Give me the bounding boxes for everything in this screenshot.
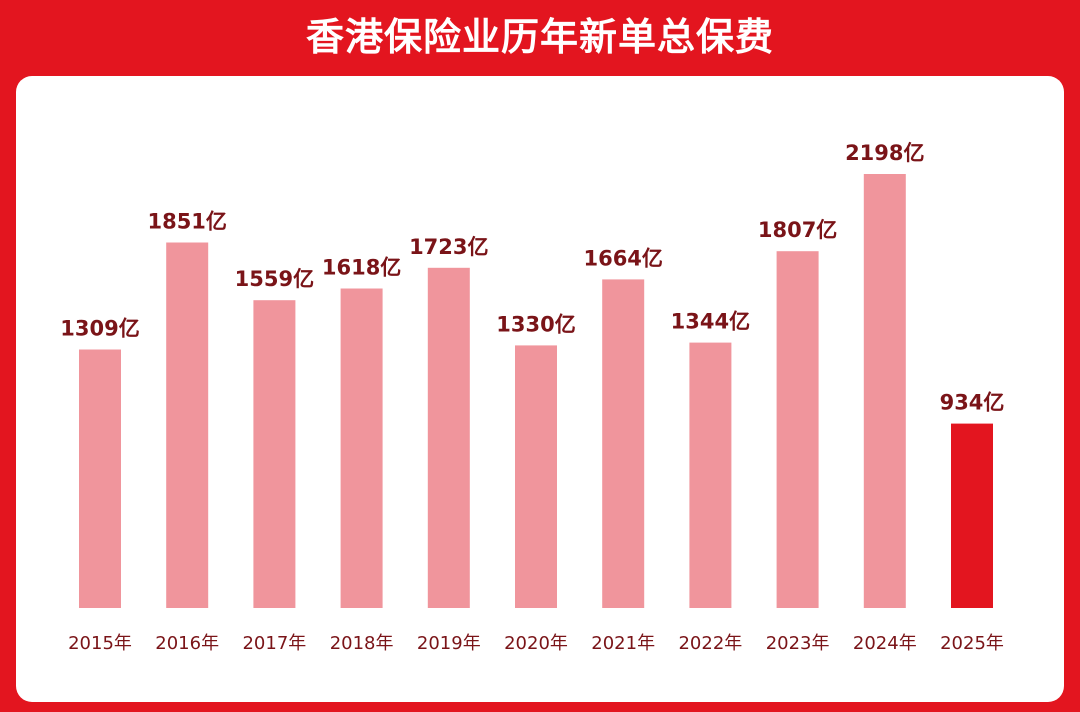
x-tick-label-2: 2017年 xyxy=(242,633,306,654)
value-label-0: 1309亿 xyxy=(60,317,139,341)
value-label-3: 1618亿 xyxy=(322,256,401,280)
bar-9 xyxy=(863,174,906,608)
bar-5 xyxy=(515,345,557,608)
x-tick-label-5: 2020年 xyxy=(504,633,568,654)
bar-8 xyxy=(776,251,819,608)
value-label-2: 1559亿 xyxy=(235,267,314,291)
bar-7 xyxy=(689,342,732,608)
value-label-7: 1344亿 xyxy=(671,310,750,334)
x-tick-label-4: 2019年 xyxy=(417,633,481,654)
value-label-8: 1807亿 xyxy=(758,218,837,242)
x-tick-label-6: 2021年 xyxy=(591,633,655,654)
bar-10 xyxy=(951,423,993,608)
chart-title: 香港保险业历年新单总保费 xyxy=(305,15,774,59)
chart-panel: 1309亿 2015年 1851亿 2016年 1559亿 2017年 1618亿 2018年… xyxy=(16,76,1064,702)
x-tick-label-3: 2018年 xyxy=(330,633,394,654)
bar-0 xyxy=(79,349,121,608)
x-tick-label-8: 2023年 xyxy=(766,633,830,654)
bar-chart: 1309亿 2015年 1851亿 2016年 1559亿 2017年 1618亿 2018年… xyxy=(60,141,1005,654)
x-tick-label-7: 2022年 xyxy=(678,633,742,654)
value-label-5: 1330亿 xyxy=(496,312,575,336)
x-tick-label-10: 2025年 xyxy=(940,633,1004,654)
value-label-10: 934亿 xyxy=(940,391,1005,415)
x-tick-label-1: 2016年 xyxy=(155,633,219,654)
value-label-6: 1664亿 xyxy=(583,246,662,270)
bar-2 xyxy=(253,300,296,608)
bar-3 xyxy=(340,288,383,608)
x-tick-label-0: 2015年 xyxy=(68,633,132,654)
value-label-1: 1851亿 xyxy=(147,210,226,234)
value-label-9: 2198亿 xyxy=(845,141,924,165)
bar-4 xyxy=(427,267,470,608)
value-label-4: 1723亿 xyxy=(409,235,488,259)
x-tick-label-9: 2024年 xyxy=(853,633,917,654)
bar-6 xyxy=(602,279,645,608)
bar-1 xyxy=(166,242,209,608)
